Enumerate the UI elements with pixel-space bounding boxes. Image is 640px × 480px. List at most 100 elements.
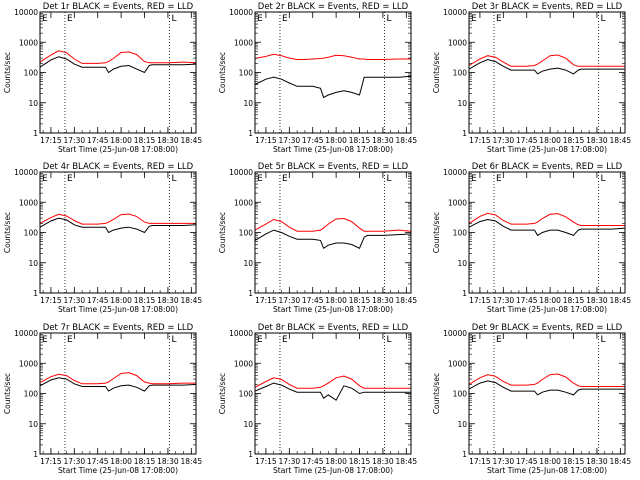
x-tick-label: 18:45	[396, 457, 418, 466]
events-series-line	[39, 377, 197, 392]
marker-label: L	[171, 335, 176, 345]
x-tick-label: 17:15	[469, 457, 491, 466]
events-series-line	[254, 382, 411, 401]
x-tick-label: 18:00	[539, 136, 561, 145]
y-tick-label: 10000	[229, 168, 253, 177]
x-tick-label: 17:45	[302, 136, 324, 145]
y-tick-label: 1000	[19, 198, 38, 207]
marker-label: L	[171, 14, 176, 24]
x-tick-label: 18:45	[610, 136, 632, 145]
marker-label: E	[42, 335, 48, 345]
events-series-line	[468, 58, 625, 75]
x-tick-label: 17:15	[469, 136, 491, 145]
y-tick-label: 1000	[234, 359, 253, 368]
y-tick-label: 100	[239, 229, 254, 238]
y-tick-label: 10000	[14, 168, 38, 177]
y-tick-label: 10	[28, 420, 38, 429]
x-tick-label: 17:45	[516, 457, 538, 466]
y-tick-label: 10	[243, 99, 253, 108]
events-series-line	[468, 218, 626, 237]
y-tick-label: 1	[462, 289, 467, 298]
y-tick-label: 1	[33, 450, 38, 459]
lld-series-line	[468, 373, 625, 387]
x-axis-label: Start Time (25-Jun-08 17:08:00)	[58, 305, 178, 314]
x-tick-label: 18:00	[539, 457, 561, 466]
x-tick-label: 17:45	[87, 296, 109, 305]
y-tick-label: 1	[33, 289, 38, 298]
panel-title: Det 2r BLACK = Events, RED = LLD	[258, 2, 409, 12]
marker-label: E	[67, 14, 73, 24]
lld-series-line	[254, 375, 411, 389]
y-axis-label: Counts/sec	[3, 373, 12, 414]
marker-label: E	[282, 174, 288, 184]
marker-label: E	[496, 335, 502, 345]
marker-label: L	[386, 174, 391, 184]
y-tick-label: 100	[239, 390, 254, 399]
y-tick-label: 1	[462, 129, 467, 138]
x-tick-label: 17:15	[40, 457, 62, 466]
x-tick-label: 17:30	[279, 457, 301, 466]
x-tick-label: 17:30	[493, 136, 515, 145]
y-tick-label: 1	[248, 129, 253, 138]
x-tick-label: 18:45	[181, 296, 203, 305]
x-tick-label: 18:30	[372, 457, 394, 466]
marker-label: E	[67, 174, 73, 184]
x-tick-label: 18:15	[349, 457, 371, 466]
y-tick-label: 100	[453, 229, 468, 238]
marker-label: E	[471, 174, 477, 184]
x-tick-label: 18:00	[110, 457, 132, 466]
x-tick-label: 17:30	[493, 457, 515, 466]
panel-title: Det 7r BLACK = Events, RED = LLD	[43, 323, 194, 333]
x-tick-label: 18:15	[134, 136, 156, 145]
y-tick-label: 10	[28, 259, 38, 268]
marker-label: E	[471, 14, 477, 24]
y-tick-label: 1000	[448, 198, 467, 207]
y-tick-label: 10000	[229, 329, 253, 338]
marker-label: L	[600, 335, 605, 345]
x-axis-label: Start Time (25-Jun-08 17:08:00)	[487, 145, 607, 154]
detector-panel: Det 9r BLACK = Events, RED = LLD E L E 1 10 10…	[432, 323, 631, 475]
x-tick-label: 18:45	[181, 457, 203, 466]
x-axis-label: Start Time (25-Jun-08 17:08:00)	[273, 145, 393, 154]
panel-title: Det 8r BLACK = Events, RED = LLD	[258, 323, 409, 333]
y-tick-label: 1000	[19, 359, 38, 368]
x-tick-label: 18:30	[157, 457, 179, 466]
events-series-line	[468, 380, 625, 396]
marker-label: L	[386, 14, 391, 24]
detector-panel: Det 8r BLACK = Events, RED = LLD E L E 1 10 10…	[218, 323, 417, 475]
x-tick-label: 17:15	[469, 296, 491, 305]
marker-label: E	[42, 174, 48, 184]
y-tick-label: 10	[243, 259, 253, 268]
x-tick-label: 17:45	[516, 136, 538, 145]
x-tick-label: 17:45	[302, 457, 324, 466]
panel-title: Det 9r BLACK = Events, RED = LLD	[472, 323, 623, 333]
x-axis-label: Start Time (25-Jun-08 17:08:00)	[487, 466, 607, 475]
x-tick-label: 18:00	[110, 296, 132, 305]
lld-series-line	[39, 213, 196, 225]
detector-panel: Det 6r BLACK = Events, RED = LLD E L E 1 10 10…	[432, 162, 631, 314]
y-tick-label: 10000	[443, 329, 467, 338]
plot-frame	[39, 332, 197, 455]
detector-panel: Det 7r BLACK = Events, RED = LLD E L E 1 10 10…	[3, 323, 202, 475]
x-axis-label: Start Time (25-Jun-08 17:08:00)	[487, 305, 607, 314]
y-tick-label: 100	[24, 229, 39, 238]
y-tick-label: 10000	[443, 168, 467, 177]
y-axis-label: Counts/sec	[432, 212, 441, 253]
lld-series-line	[39, 50, 197, 64]
y-tick-label: 1	[248, 289, 253, 298]
panel-title: Det 1r BLACK = Events, RED = LLD	[43, 2, 194, 12]
x-tick-label: 18:00	[325, 457, 347, 466]
x-tick-label: 18:45	[396, 136, 418, 145]
x-tick-label: 17:30	[64, 457, 86, 466]
y-axis-label: Counts/sec	[218, 52, 227, 93]
x-tick-label: 18:45	[396, 296, 418, 305]
y-axis-label: Counts/sec	[218, 373, 227, 414]
lld-series-line	[254, 53, 411, 60]
plot-frame	[254, 171, 412, 294]
y-tick-label: 10	[243, 420, 253, 429]
x-tick-label: 17:30	[279, 296, 301, 305]
marker-label: E	[257, 174, 263, 184]
x-tick-label: 18:30	[586, 457, 608, 466]
x-tick-label: 18:15	[563, 136, 585, 145]
y-axis-label: Counts/sec	[218, 212, 227, 253]
